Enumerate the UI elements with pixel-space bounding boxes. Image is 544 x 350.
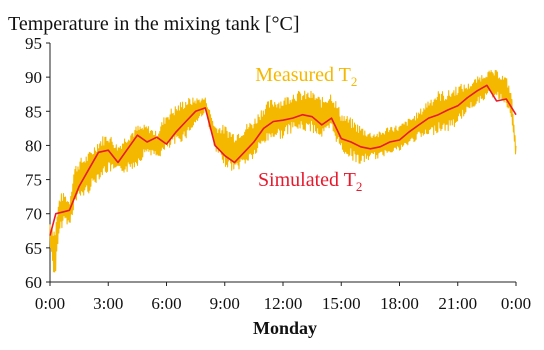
y-tick-label: 80 xyxy=(25,136,42,155)
y-tick-label: 60 xyxy=(25,273,42,292)
chart-title: Temperature in the mixing tank [°C] xyxy=(8,13,300,35)
series-layer xyxy=(49,69,517,273)
x-tick-label: 15:00 xyxy=(322,294,361,313)
simulated-t2-annotation: Simulated T2 xyxy=(258,169,362,194)
measured-t2-line xyxy=(49,69,517,273)
y-tick-label: 70 xyxy=(25,205,42,224)
x-tick-label: 12:00 xyxy=(264,294,303,313)
simulated-annotation-text: Simulated T xyxy=(258,169,356,191)
simulated-t2-line xyxy=(49,84,517,236)
measured-t2-annotation: Measured T2 xyxy=(255,64,357,89)
x-tick-label: 9:00 xyxy=(210,294,240,313)
x-tick-label: 0:00 xyxy=(501,294,531,313)
y-tick-label: 85 xyxy=(25,102,42,121)
y-tick-label: 90 xyxy=(25,68,42,87)
x-tick-label: 3:00 xyxy=(93,294,123,313)
x-tick-label: 6:00 xyxy=(151,294,181,313)
x-tick-label: 18:00 xyxy=(380,294,419,313)
y-tick-label: 95 xyxy=(25,34,42,53)
measured-annotation-subscript: 2 xyxy=(351,74,358,89)
y-tick-label: 75 xyxy=(25,171,42,190)
x-axis-label: Monday xyxy=(253,318,317,338)
simulated-annotation-subscript: 2 xyxy=(356,179,363,194)
x-tick-label: 0:00 xyxy=(35,294,65,313)
x-tick-label: 21:00 xyxy=(438,294,477,313)
axes: 60 65 70 75 80 85 90 95 0:00 3:00 6:00 9:00 12:00 15:… xyxy=(25,34,531,313)
y-tick-label: 65 xyxy=(25,239,42,258)
measured-annotation-text: Measured T xyxy=(255,64,351,86)
